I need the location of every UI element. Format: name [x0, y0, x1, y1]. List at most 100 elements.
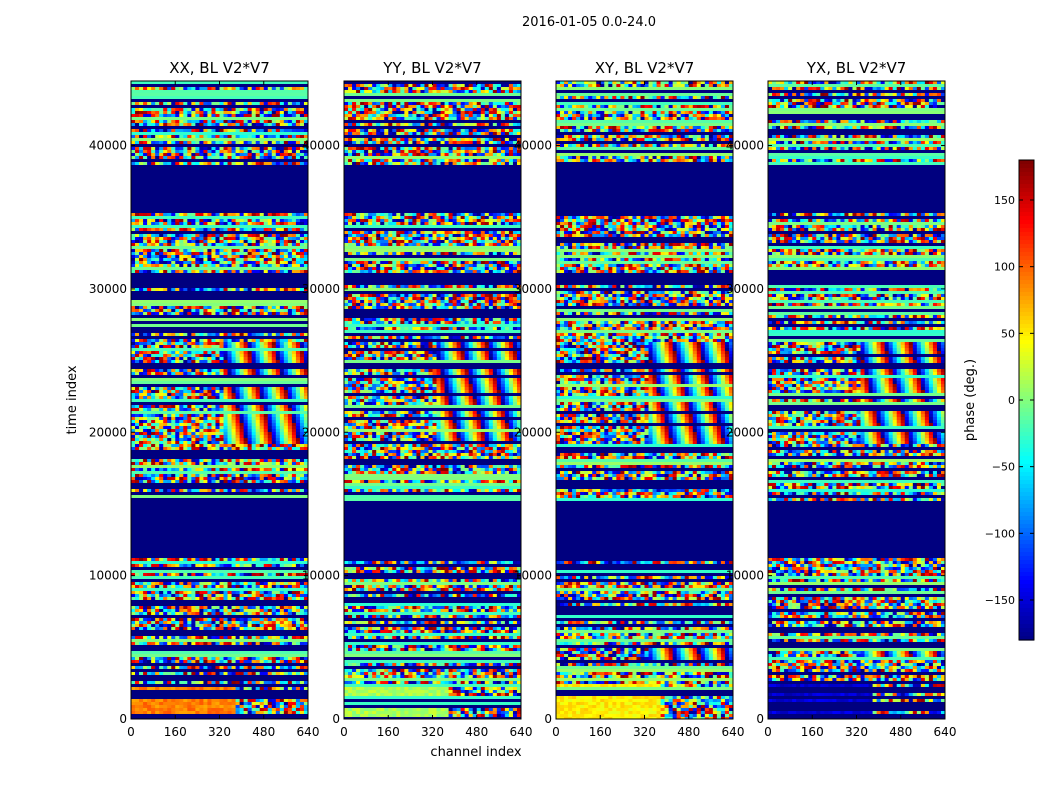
- colorbar-segment: [1019, 560, 1034, 565]
- colorbar-segment: [1019, 504, 1034, 509]
- x-tick-label-3-0: 0: [764, 725, 772, 739]
- colorbar-segment: [1019, 308, 1034, 313]
- colorbar-segment: [1019, 212, 1034, 217]
- colorbar-label: phase (deg.): [963, 359, 978, 441]
- colorbar-segment: [1019, 540, 1034, 545]
- colorbar-segment: [1019, 288, 1034, 293]
- heatmap-panel-1: YY, BL V2*V7 0 160 320 480 640 0 10000 20000 3000…: [302, 59, 533, 739]
- heatmap-panel-2: XY, BL V2*V7 0 160 320 480 640 0 10000 20000 3000…: [514, 59, 745, 739]
- colorbar-segment: [1019, 208, 1034, 213]
- colorbar-segment: [1019, 344, 1034, 349]
- colorbar-segment: [1019, 460, 1034, 465]
- colorbar-segment: [1019, 456, 1034, 461]
- x-tick-label-3-640: 640: [934, 725, 957, 739]
- colorbar-segment: [1019, 432, 1034, 437]
- colorbar-segment: [1019, 484, 1034, 489]
- colorbar-segment: [1019, 400, 1034, 405]
- colorbar-segment: [1019, 448, 1034, 453]
- colorbar-segment: [1019, 340, 1034, 345]
- y-tick-label-3-30000: 30000: [726, 282, 764, 296]
- colorbar-segment: [1019, 600, 1034, 605]
- colorbar-segment: [1019, 424, 1034, 429]
- y-tick-label-2-10000: 10000: [514, 569, 552, 583]
- y-tick-label-1-40000: 40000: [302, 139, 340, 153]
- colorbar-segment: [1019, 168, 1034, 173]
- y-tick-label-1-30000: 30000: [302, 282, 340, 296]
- colorbar-segment: [1019, 472, 1034, 477]
- x-tick-label-1-0: 0: [340, 725, 348, 739]
- y-tick-label-3-10000: 10000: [726, 569, 764, 583]
- x-tick-label-2-160: 160: [589, 725, 612, 739]
- colorbar-segment: [1019, 292, 1034, 297]
- colorbar-segment: [1019, 396, 1034, 401]
- y-tick-label-3-20000: 20000: [726, 425, 764, 439]
- y-tick-label-1-10000: 10000: [302, 569, 340, 583]
- panel-title-1: YY, BL V2*V7: [382, 59, 481, 77]
- colorbar-segment: [1019, 532, 1034, 537]
- colorbar-segment: [1019, 552, 1034, 557]
- colorbar-segment: [1019, 224, 1034, 229]
- colorbar-segment: [1019, 488, 1034, 493]
- colorbar-segment: [1019, 268, 1034, 273]
- colorbar-segment: [1019, 624, 1034, 629]
- colorbar-segment: [1019, 524, 1034, 529]
- colorbar-segment: [1019, 388, 1034, 393]
- colorbar-segment: [1019, 348, 1034, 353]
- colorbar-segment: [1019, 572, 1034, 577]
- colorbar-segment: [1019, 416, 1034, 421]
- colorbar-segment: [1019, 220, 1034, 225]
- colorbar-segment: [1019, 276, 1034, 281]
- colorbar-tick-label--150: −150: [985, 594, 1015, 607]
- colorbar-segment: [1019, 356, 1034, 361]
- colorbar-segment: [1019, 300, 1034, 305]
- colorbar-segment: [1019, 328, 1034, 333]
- x-tick-label-2-0: 0: [552, 725, 560, 739]
- colorbar-segment: [1019, 536, 1034, 541]
- colorbar-segment: [1019, 368, 1034, 373]
- panel-title-2: XY, BL V2*V7: [595, 59, 695, 77]
- y-tick-label-3-40000: 40000: [726, 139, 764, 153]
- colorbar-segment: [1019, 568, 1034, 573]
- colorbar-segment: [1019, 632, 1034, 637]
- x-tick-label-0-480: 480: [252, 725, 275, 739]
- colorbar-segment: [1019, 264, 1034, 269]
- colorbar-segment: [1019, 408, 1034, 413]
- colorbar-segment: [1019, 500, 1034, 505]
- colorbar-segment: [1019, 380, 1034, 385]
- heatmap-panel-0: XX, BL V2*V7 0 160 320 480 640 0 10000 20000 3000…: [89, 59, 320, 739]
- x-tick-label-1-480: 480: [465, 725, 488, 739]
- colorbar-segment: [1019, 204, 1034, 209]
- colorbar: phase (deg.) −150 −100 −50 0 50 100 150: [963, 159, 1035, 641]
- colorbar-segment: [1019, 180, 1034, 185]
- y-tick-label-3-0: 0: [756, 712, 764, 726]
- colorbar-segment: [1019, 492, 1034, 497]
- colorbar-segment: [1019, 232, 1034, 237]
- colorbar-segment: [1019, 296, 1034, 301]
- colorbar-segment: [1019, 508, 1034, 513]
- colorbar-segment: [1019, 520, 1034, 525]
- y-tick-label-2-20000: 20000: [514, 425, 552, 439]
- colorbar-segment: [1019, 304, 1034, 309]
- colorbar-segment: [1019, 196, 1034, 201]
- colorbar-tick-label-100: 100: [994, 261, 1015, 274]
- colorbar-segment: [1019, 360, 1034, 365]
- colorbar-segment: [1019, 216, 1034, 221]
- colorbar-segment: [1019, 528, 1034, 533]
- y-tick-label-1-20000: 20000: [302, 425, 340, 439]
- heatmap-image-1: [344, 81, 521, 719]
- y-tick-label-2-30000: 30000: [514, 282, 552, 296]
- colorbar-segment: [1019, 252, 1034, 257]
- colorbar-segment: [1019, 440, 1034, 445]
- colorbar-segment: [1019, 476, 1034, 481]
- x-tick-label-3-320: 320: [845, 725, 868, 739]
- colorbar-segment: [1019, 580, 1034, 585]
- colorbar-segment: [1019, 392, 1034, 397]
- x-tick-label-0-160: 160: [164, 725, 187, 739]
- colorbar-segment: [1019, 184, 1034, 189]
- colorbar-segment: [1019, 480, 1034, 485]
- colorbar-segment: [1019, 544, 1034, 549]
- colorbar-segment: [1019, 576, 1034, 581]
- colorbar-segment: [1019, 200, 1034, 205]
- y-tick-label-0-10000: 10000: [89, 569, 127, 583]
- x-tick-label-1-640: 640: [510, 725, 533, 739]
